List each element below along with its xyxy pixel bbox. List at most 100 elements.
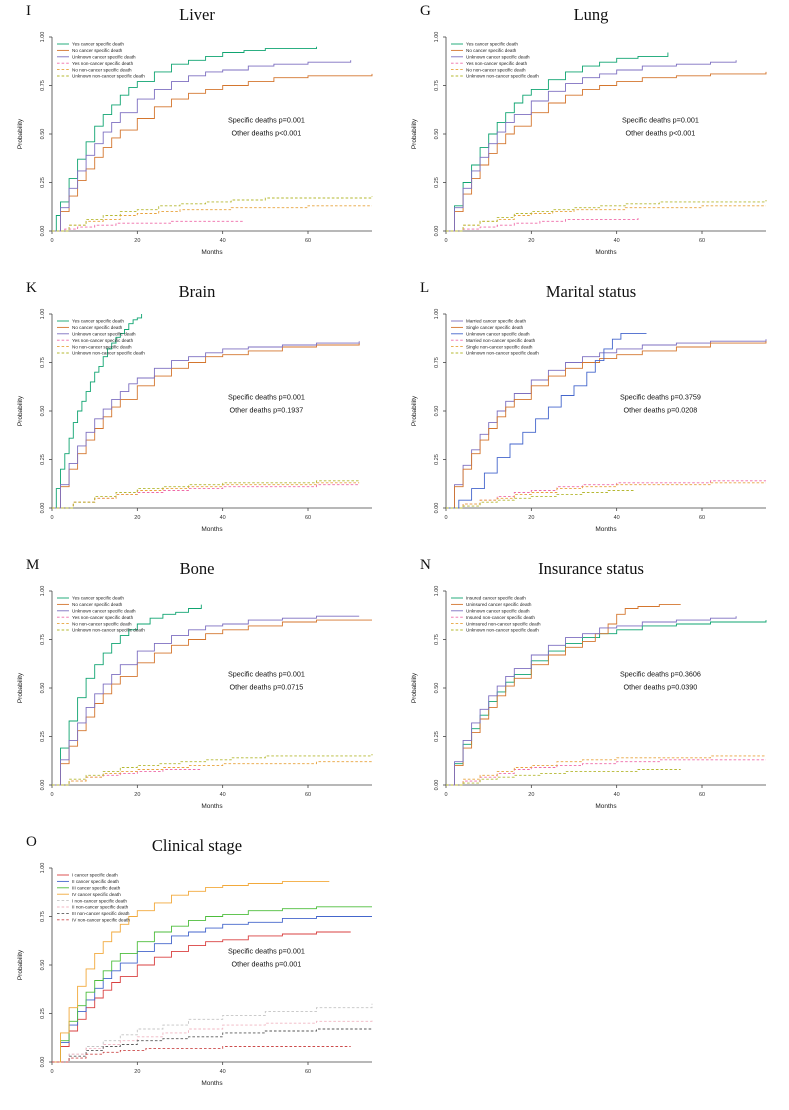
- x-tick-label: 40: [614, 515, 620, 521]
- y-tick-label: 0.75: [40, 80, 46, 91]
- panel-title: Clinical stage: [151, 836, 243, 855]
- panel-K: K Brain 0.00 0.25 0.50 0.75 1.00 0 20 40 60 Probabi…: [0, 277, 394, 554]
- series-line-no-cancer-specific-death: [52, 73, 373, 232]
- legend-label: III cancer specific death: [72, 886, 121, 891]
- series-line-no-non-cancer-specific-death: [52, 761, 372, 786]
- legend-label: Unknown non-cancer specific death: [72, 351, 145, 356]
- y-tick-label: 0.25: [40, 177, 46, 188]
- y-axis-label: Probability: [411, 395, 418, 426]
- y-tick-label: 1.00: [40, 309, 46, 320]
- series-line-unknown-cancer-specific-death: [52, 341, 360, 509]
- series-line-no-cancer-specific-death: [52, 619, 372, 786]
- legend-label: No cancer specific death: [72, 602, 123, 607]
- y-tick-label: 1.00: [40, 586, 46, 597]
- legend-label: No non-cancer specific death: [72, 67, 132, 72]
- annotation-text: Specific deaths p=0.3759: [620, 392, 701, 401]
- series-line-iv-cancer-specific-death: [52, 881, 330, 1063]
- panel-title: Insurance status: [538, 559, 644, 578]
- annotation-text: Specific deaths p=0.001: [228, 946, 305, 955]
- x-tick-label: 40: [614, 238, 620, 244]
- x-tick-label: 0: [50, 238, 53, 244]
- x-tick-label: 0: [50, 515, 53, 521]
- x-tick-label: 60: [699, 238, 705, 244]
- series-line-yes-cancer-specific-death: [52, 46, 317, 232]
- y-tick-label: 0.50: [434, 129, 440, 140]
- series-line-uninsured-non-cancer-specific-death: [446, 755, 766, 786]
- x-tick-label: 20: [134, 1069, 140, 1075]
- panel-letter: L: [420, 280, 430, 296]
- annotation-text: Other deaths p=0.0715: [230, 682, 304, 691]
- legend-label: Yes non-cancer specific death: [72, 615, 134, 620]
- legend-label: Yes non-cancer specific death: [72, 61, 134, 66]
- y-tick-label: 0.25: [434, 177, 440, 188]
- panel-I: I Liver 0.00 0.25 0.50 0.75 1.00 0 20 40 60 Probabi…: [0, 0, 394, 277]
- x-tick-label: 20: [528, 238, 534, 244]
- annotation-text: Specific deaths p=0.001: [228, 669, 305, 678]
- legend-label: Unknown cancer specific death: [466, 55, 530, 60]
- series-line-unknown-cancer-specific-death: [446, 332, 647, 509]
- y-axis-label: Probability: [411, 672, 418, 703]
- legend-label: Single cancer specific death: [466, 325, 524, 330]
- series-line-i-non-cancer-specific-death: [52, 1003, 373, 1063]
- series-line-yes-cancer-specific-death: [52, 314, 143, 509]
- panel-header: M Bone: [0, 554, 394, 581]
- x-tick-label: 60: [305, 1069, 311, 1075]
- km-plot-M: 0.00 0.25 0.50 0.75 1.00 0 20 40 60 Probability Mo…: [17, 586, 373, 810]
- panel-title: Marital status: [545, 282, 637, 301]
- km-plot-L: 0.00 0.25 0.50 0.75 1.00 0 20 40 60 Probability Mo…: [411, 309, 767, 533]
- legend-label: No non-cancer specific death: [72, 344, 132, 349]
- x-axis-label: Months: [201, 1080, 223, 1087]
- y-tick-label: 0.50: [40, 683, 46, 694]
- series-line-no-cancer-specific-death: [446, 71, 767, 232]
- km-plot-G: 0.00 0.25 0.50 0.75 1.00 0 20 40 60 Probability Mo…: [411, 32, 767, 256]
- annotation-text: Specific deaths p=0.3606: [620, 669, 701, 678]
- y-tick-label: 0.00: [434, 780, 440, 791]
- series-line-iii-cancer-specific-death: [52, 906, 372, 1063]
- legend-label: Yes cancer specific death: [466, 42, 518, 47]
- x-axis-label: Months: [595, 249, 617, 256]
- legend-label: Unknown non-cancer specific death: [72, 74, 145, 79]
- x-tick-label: 60: [699, 515, 705, 521]
- series-line-unknown-non-cancer-specific-death: [446, 200, 767, 232]
- x-tick-label: 40: [614, 792, 620, 798]
- series-line-no-cancer-specific-death: [52, 343, 360, 509]
- panel-title: Liver: [179, 5, 215, 24]
- legend-label: Insured non-cancer specific death: [466, 615, 535, 620]
- panel-O: O Clinical stage 0.00 0.25 0.50 0.75 1.00 0 20 40…: [0, 831, 394, 1108]
- legend-label: Yes cancer specific death: [72, 42, 124, 47]
- legend-label: II cancer specific death: [72, 879, 119, 884]
- y-tick-label: 0.25: [40, 731, 46, 742]
- legend-label: I cancer specific death: [72, 873, 118, 878]
- y-axis-label: Probability: [17, 395, 24, 426]
- y-axis-label: Probability: [17, 949, 24, 980]
- series-line-married-non-cancer-specific-death: [446, 480, 766, 509]
- x-tick-label: 20: [528, 515, 534, 521]
- legend-label: IV cancer specific death: [72, 892, 121, 897]
- annotation-text: Other deaths p<0.001: [626, 128, 696, 137]
- annotation-text: Other deaths p=0.001: [232, 959, 302, 968]
- x-tick-label: 0: [50, 792, 53, 798]
- legend-label: Yes non-cancer specific death: [466, 61, 528, 66]
- series-line-ii-cancer-specific-death: [52, 916, 372, 1063]
- legend-label: Uninsured cancer specific death: [466, 602, 532, 607]
- legend-label: Unknown non-cancer specific death: [466, 351, 539, 356]
- series-line-yes-cancer-specific-death: [52, 604, 202, 786]
- panel-title: Bone: [179, 559, 215, 578]
- panel-letter: O: [26, 834, 37, 850]
- panel-letter: K: [26, 280, 37, 296]
- series-line-single-non-cancer-specific-death: [446, 482, 766, 509]
- legend-label: Unknown non-cancer specific death: [466, 628, 539, 633]
- y-tick-label: 0.50: [40, 129, 46, 140]
- y-axis-label: Probability: [17, 672, 24, 703]
- series-line-single-cancer-specific-death: [446, 341, 767, 509]
- y-tick-label: 0.00: [434, 503, 440, 514]
- x-tick-label: 0: [50, 1069, 53, 1075]
- x-tick-label: 0: [444, 515, 447, 521]
- y-tick-label: 0.75: [40, 911, 46, 922]
- y-tick-label: 0.00: [40, 226, 46, 237]
- km-plot-O: 0.00 0.25 0.50 0.75 1.00 0 20 40 60 Probability Mo…: [17, 863, 373, 1087]
- panel-header: L Marital status: [394, 277, 788, 304]
